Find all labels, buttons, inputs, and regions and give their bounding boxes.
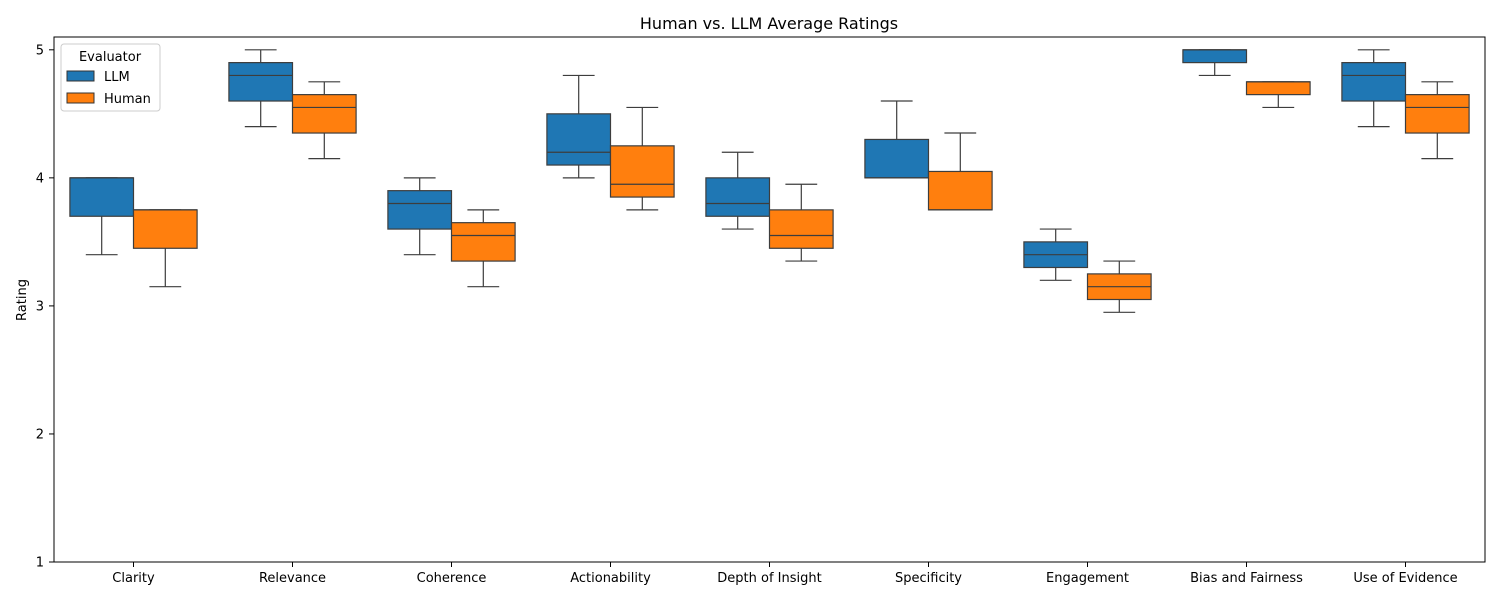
box-iqr — [387, 190, 453, 230]
legend-title: Evaluator — [79, 50, 142, 65]
box-iqr — [1182, 49, 1248, 64]
box-human-relevance — [291, 81, 357, 160]
plot-area — [54, 37, 1485, 562]
box-human-use-of-evidence — [1404, 81, 1470, 160]
legend: Evaluator LLM Human — [60, 43, 161, 112]
box-llm-use-of-evidence — [1341, 49, 1407, 128]
x-tick-label-bias-and-fairness: Bias and Fairness — [1190, 571, 1303, 586]
box-iqr — [864, 138, 930, 179]
plot-frame — [53, 36, 1486, 563]
x-tick-label-specificity: Specificity — [895, 571, 962, 586]
x-tick-label-coherence: Coherence — [417, 571, 487, 586]
box-llm-clarity — [69, 177, 135, 256]
box-human-depth-of-insight — [768, 183, 834, 262]
box-iqr — [768, 209, 834, 249]
box-llm-depth-of-insight — [705, 151, 771, 230]
y-axis: 1 2 3 4 5 — [36, 43, 54, 571]
box-iqr — [546, 113, 612, 166]
box-human-engagement — [1086, 260, 1152, 313]
box-human-bias-and-fairness — [1245, 81, 1311, 109]
box-iqr — [1341, 62, 1407, 102]
box-iqr — [927, 170, 993, 211]
box-iqr — [705, 177, 771, 217]
x-tick-label-clarity: Clarity — [112, 571, 155, 586]
chart-title: Human vs. LLM Average Ratings — [640, 14, 898, 33]
box-iqr — [69, 177, 135, 217]
x-tick-label-use-of-evidence: Use of Evidence — [1353, 571, 1457, 586]
legend-swatch-human — [66, 92, 95, 104]
y-tick-label: 2 — [36, 427, 44, 442]
box-iqr — [450, 222, 516, 262]
box-iqr — [291, 94, 357, 134]
y-axis-label: Rating — [15, 279, 30, 321]
y-tick-label: 4 — [36, 171, 44, 186]
box-iqr — [228, 62, 294, 102]
box-iqr — [1245, 81, 1311, 96]
x-tick-label-actionability: Actionability — [570, 571, 651, 586]
box-human-coherence — [450, 209, 516, 288]
legend-label-llm: LLM — [104, 70, 130, 85]
y-tick-label: 3 — [36, 299, 44, 314]
box-llm-actionability — [546, 74, 612, 179]
y-tick-label: 1 — [36, 556, 44, 571]
x-tick-label-depth-of-insight: Depth of Insight — [717, 571, 821, 586]
box-iqr — [132, 209, 198, 249]
x-tick-label-engagement: Engagement — [1046, 571, 1129, 586]
box-llm-relevance — [228, 49, 294, 128]
box-series — [69, 49, 1470, 313]
box-llm-bias-and-fairness — [1182, 49, 1248, 77]
x-axis: Clarity Relevance Coherence Actionability De… — [112, 562, 1458, 586]
legend-label-human: Human — [104, 92, 151, 107]
x-tick-label-relevance: Relevance — [259, 571, 326, 586]
box-llm-specificity — [864, 100, 930, 179]
box-human-clarity — [132, 209, 198, 288]
box-human-specificity — [927, 132, 993, 211]
box-llm-engagement — [1023, 228, 1089, 281]
y-tick-label: 5 — [36, 43, 44, 58]
box-llm-coherence — [387, 177, 453, 256]
box-human-actionability — [609, 106, 675, 211]
box-iqr — [1404, 94, 1470, 134]
box-iqr — [609, 145, 675, 198]
legend-swatch-llm — [66, 70, 95, 82]
